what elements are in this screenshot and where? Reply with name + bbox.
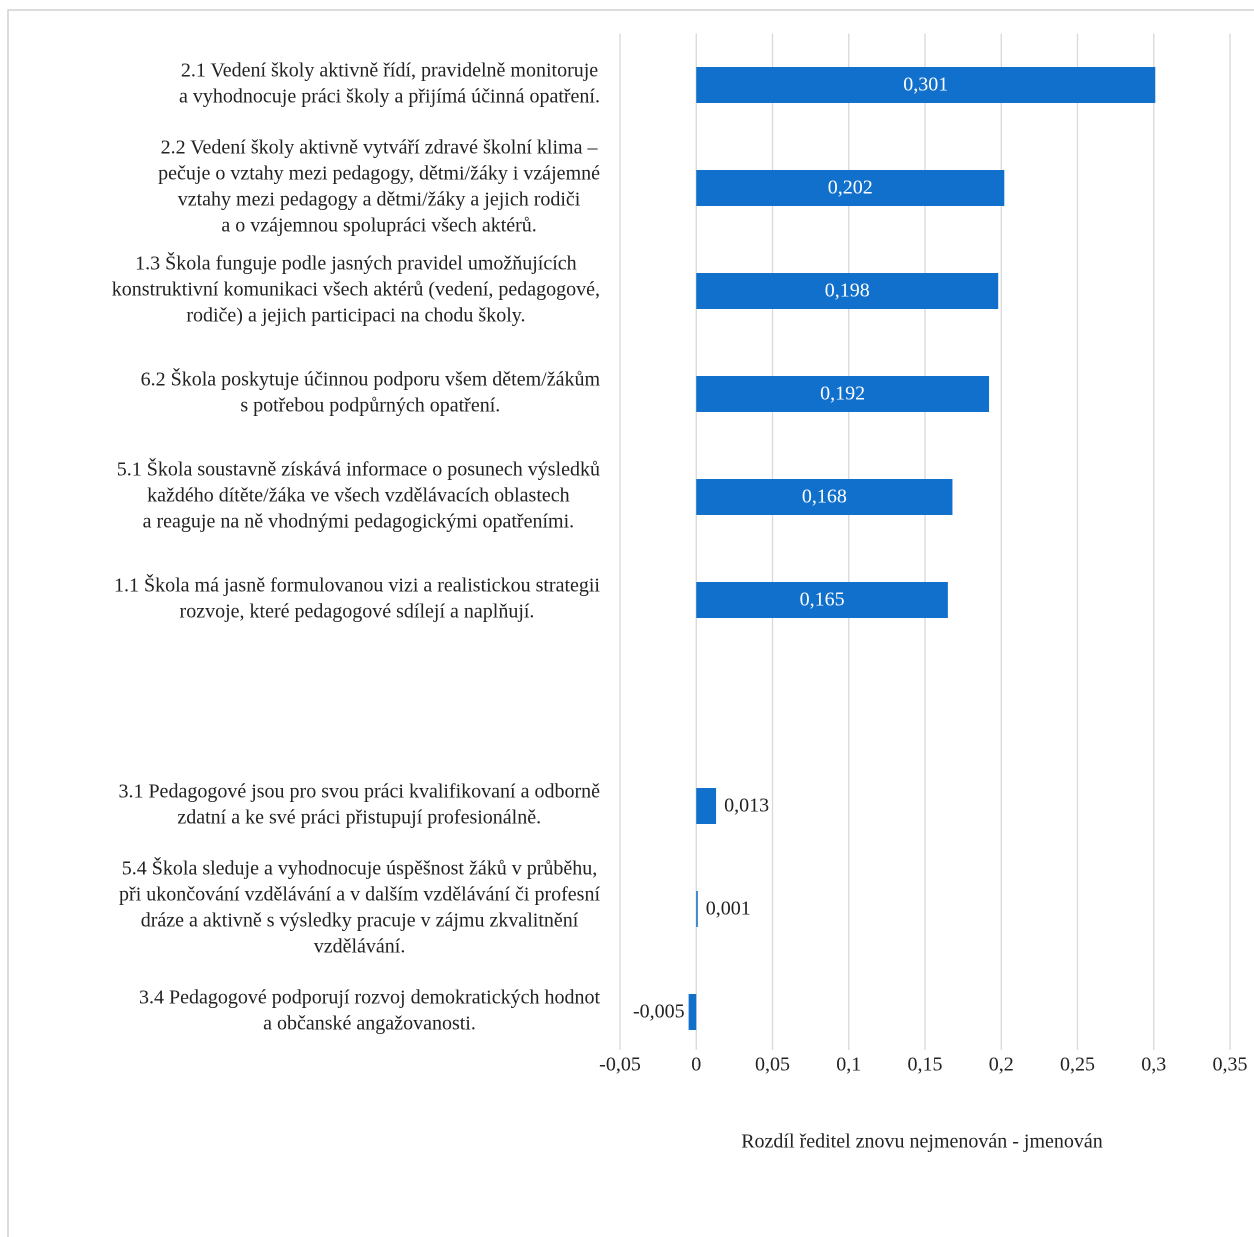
x-tick-label: 0,15 <box>908 1054 943 1076</box>
y-tick-label: s potřebou podpůrných opatření. <box>240 395 500 417</box>
x-tick-label: 0,25 <box>1060 1054 1095 1076</box>
y-tick-label: 2.2 Vedení školy aktivně vytváří zdravé … <box>161 137 599 159</box>
y-tick-label: každého dítěte/žáka ve všech vzdělávacíc… <box>147 485 570 507</box>
x-tick-label: -0,05 <box>599 1054 641 1076</box>
y-tick-label: 5.4 Škola sleduje a vyhodnocuje úspěšnos… <box>122 856 597 880</box>
y-tick-label: vzdělávání. <box>314 936 406 958</box>
bar <box>696 170 1005 206</box>
y-tick-label: pečuje o vztahy mezi pedagogy, dětmi/žák… <box>158 163 600 185</box>
chart-frame <box>7 9 1254 1237</box>
bar <box>688 994 697 1030</box>
x-tick-label: 0,2 <box>989 1054 1014 1076</box>
bar <box>696 891 698 927</box>
y-tick-label: zdatní a ke své práci přistupují profesi… <box>177 807 541 829</box>
y-tick-label: 1.3 Škola funguje podle jasných pravidel… <box>135 251 577 275</box>
data-label: 0,198 <box>825 280 870 302</box>
data-label: 0,301 <box>903 74 948 96</box>
data-label: 0,202 <box>828 177 873 199</box>
y-tick-label: vztahy mezi pedagogy a dětmi/žáky a jeji… <box>178 189 581 211</box>
y-tick-label: dráze a aktivně s výsledky pracuje v záj… <box>141 910 579 932</box>
bar <box>696 582 948 618</box>
y-tick-label: a o vzájemnou spolupráci všech aktérů. <box>221 215 536 237</box>
y-tick-label: a vyhodnocuje práci školy a přijímá účin… <box>179 86 600 108</box>
data-label: 0,192 <box>820 383 865 405</box>
x-tick-label: 0,35 <box>1213 1054 1248 1076</box>
x-tick-label: 0,05 <box>755 1054 790 1076</box>
y-tick-label: a reaguje na ně vhodnými pedagogickými o… <box>143 511 575 533</box>
bar <box>696 479 953 515</box>
y-tick-label: při ukončování vzdělávání a v dalším vzd… <box>119 884 600 906</box>
y-tick-label: a občanské angažovanosti. <box>263 1013 476 1035</box>
y-tick-label: rodiče) a jejich participaci na chodu šk… <box>186 305 525 327</box>
x-axis-title: Rozdíl ředitel znovu nejmenován - jmenov… <box>741 1131 1103 1153</box>
x-tick-label: 0,1 <box>836 1054 861 1076</box>
bar <box>696 273 999 309</box>
data-label: 0,013 <box>724 795 769 817</box>
y-tick-label: 6.2 Škola poskytuje účinnou podporu všem… <box>141 367 601 391</box>
y-tick-label: 1.1 Škola má jasně formulovanou vizi a r… <box>114 573 600 597</box>
data-label: 0,001 <box>706 898 751 920</box>
bar <box>696 376 990 412</box>
x-tick-label: 0 <box>691 1054 701 1076</box>
bar <box>696 67 1156 103</box>
y-tick-label: rozvoje, které pedagogové sdílejí a napl… <box>180 601 535 623</box>
x-tick-label: 0,3 <box>1141 1054 1166 1076</box>
data-label: 0,168 <box>802 486 847 508</box>
data-label: -0,005 <box>633 1001 685 1023</box>
data-label: 0,165 <box>800 589 845 611</box>
bar <box>696 788 717 824</box>
y-tick-label: 3.1 Pedagogové jsou pro svou práci kvali… <box>118 781 600 803</box>
y-tick-label: konstruktivní komunikaci všech aktérů (v… <box>112 279 600 301</box>
y-tick-label: 2.1 Vedení školy aktivně řídí, pravideln… <box>181 60 598 82</box>
y-tick-label: 5.1 Škola soustavně získává informace o … <box>117 457 600 481</box>
y-tick-label: 3.4 Pedagogové podporují rozvoj demokrat… <box>139 987 600 1009</box>
